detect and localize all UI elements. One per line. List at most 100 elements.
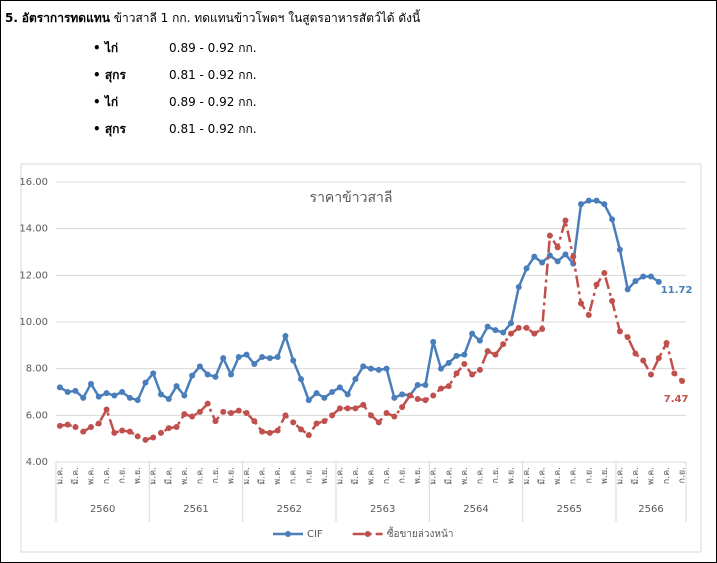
data-point: [251, 361, 258, 367]
data-label: 7.47: [664, 394, 689, 405]
data-point: [243, 351, 250, 358]
data-point: [228, 371, 234, 378]
data-point: [616, 246, 623, 253]
item-name: • ไก่: [93, 39, 169, 58]
x-tick-label: พ.ย.: [133, 467, 143, 484]
data-point: [173, 424, 180, 430]
data-point: [360, 363, 367, 370]
item-label: สุกร: [104, 122, 126, 136]
data-point: [64, 389, 71, 395]
data-point: [531, 253, 538, 260]
data-point: [298, 426, 304, 433]
x-tick-label: พ.ย.: [507, 467, 517, 484]
x-tick-label: ก.ค.: [382, 467, 392, 484]
data-point: [445, 359, 452, 366]
data-point: [290, 419, 297, 426]
x-tick-label: พ.ค.: [180, 467, 190, 485]
data-point: [80, 394, 87, 401]
data-point: [585, 197, 592, 204]
item-value: 0.89 - 0.92 กก.: [169, 95, 257, 109]
data-point: [539, 259, 546, 266]
data-point: [220, 408, 227, 415]
data-point: [515, 324, 522, 331]
data-point: [469, 371, 476, 378]
data-point: [329, 412, 336, 419]
legend-marker: [364, 531, 371, 537]
data-point: [648, 273, 654, 280]
data-point: [72, 424, 79, 430]
bullet-item: • สุกร 0.81 - 0.92 กก.: [93, 120, 257, 139]
bullet-item: • สุกร 0.81 - 0.92 กก.: [93, 66, 257, 85]
x-group-label: 2563: [370, 504, 395, 515]
data-point: [321, 418, 328, 425]
x-tick-label: มี.ค.: [537, 467, 548, 485]
x-tick-label: ม.ค.: [242, 467, 252, 485]
y-tick-label: 10.00: [19, 317, 48, 328]
data-point: [616, 328, 623, 335]
x-tick-label: มี.ค.: [443, 467, 454, 485]
data-point: [336, 384, 343, 391]
data-point: [103, 390, 110, 397]
data-point: [88, 424, 94, 430]
data-point: [259, 428, 266, 435]
data-point: [111, 429, 118, 436]
data-point: [655, 278, 662, 285]
data-point: [313, 420, 320, 427]
x-group-label: 2565: [557, 504, 582, 515]
data-point: [593, 281, 600, 288]
x-tick-label: พ.ค.: [87, 467, 97, 485]
y-tick-label: 16.00: [19, 177, 48, 188]
data-point: [469, 330, 476, 337]
data-point: [368, 365, 374, 372]
bullet-item: • ไก่ 0.89 - 0.92 กก.: [93, 39, 257, 58]
x-tick-label: ก.ย.: [491, 467, 501, 483]
chart-title: ราคาข้าวสาลี: [310, 190, 393, 206]
data-point: [461, 361, 468, 367]
data-point: [383, 365, 390, 372]
data-point: [546, 232, 553, 239]
data-point: [329, 389, 336, 395]
data-point: [189, 372, 196, 379]
data-point: [562, 251, 569, 258]
data-point: [95, 393, 102, 400]
data-point: [453, 352, 460, 359]
data-point: [539, 326, 546, 332]
data-point: [578, 201, 584, 208]
data-point: [476, 366, 483, 373]
data-point: [134, 397, 141, 404]
data-point: [375, 366, 382, 373]
x-tick-label: ม.ค.: [429, 467, 439, 485]
data-point: [531, 330, 538, 337]
data-point: [500, 329, 507, 336]
data-point: [624, 286, 631, 293]
item-label: สุกร: [104, 68, 126, 82]
x-tick-label: ก.ย.: [584, 467, 594, 483]
data-point: [484, 323, 491, 330]
x-group-label: 2564: [463, 504, 488, 515]
data-point: [453, 370, 460, 377]
data-point: [445, 383, 452, 390]
bullet: •: [93, 122, 101, 136]
data-point: [461, 351, 468, 358]
data-point: [212, 373, 219, 380]
x-tick-label: ก.ค.: [569, 467, 579, 484]
data-point: [500, 341, 507, 348]
item-label: ไก่: [104, 41, 119, 55]
y-tick-label: 8.00: [26, 364, 48, 375]
bullet: •: [93, 95, 101, 109]
data-point: [274, 427, 281, 434]
data-point: [391, 394, 398, 401]
x-group-label: 2560: [90, 504, 115, 515]
heading-number: 5.: [5, 11, 18, 25]
x-tick-label: ก.ค.: [662, 467, 672, 484]
data-point: [523, 324, 530, 331]
data-point: [290, 357, 297, 364]
x-group-label: 2566: [638, 504, 663, 515]
data-point: [142, 436, 149, 443]
data-point: [298, 376, 304, 383]
heading-text: ข้าวสาลี 1 กก. ทดแทนข้าวโพดฯ ในสูตรอาหาร…: [113, 11, 421, 25]
data-point: [181, 392, 188, 399]
data-point: [640, 357, 647, 364]
data-point: [204, 400, 211, 407]
